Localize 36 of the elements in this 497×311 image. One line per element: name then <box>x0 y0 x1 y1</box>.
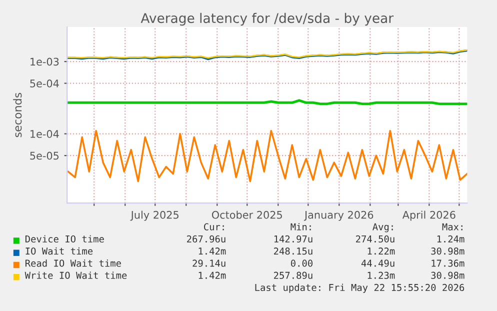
line-series <box>67 130 468 182</box>
text: Last update: Fri May 22 15:55:20 2026 <box>255 284 464 293</box>
text: 1.42m <box>198 272 226 279</box>
x-tick-label: July 2025 <box>130 210 178 221</box>
text: Max: <box>442 223 462 230</box>
text: 17.36m <box>432 260 464 267</box>
y-tick-label: 5e-05 <box>30 152 59 160</box>
x-tick-label: April 2026 <box>402 210 456 221</box>
legend-label: Device IO time <box>25 235 104 243</box>
text: 257.89u <box>274 272 312 279</box>
text: 30.98m <box>431 272 464 279</box>
chart-title: Average latency for /dev/sda - by year <box>140 12 394 26</box>
y-tick-label: 5e-04 <box>30 80 59 88</box>
y-tick-label: 1e-04 <box>30 130 59 138</box>
text: 30.98m <box>431 248 464 255</box>
text: 142.97u <box>274 235 312 243</box>
legend-label: IO Wait time <box>26 247 93 255</box>
text: 248.15u <box>274 248 312 255</box>
x-tick-label: October 2025 <box>212 210 282 219</box>
text: 274.50u <box>356 235 394 243</box>
text: 29.14u <box>192 260 226 267</box>
y-tick-label: 1e-03 <box>30 58 59 66</box>
text: 267.96u <box>187 235 226 243</box>
text: 44.49u <box>361 260 394 267</box>
text: 1.23m <box>368 272 395 279</box>
text: Avg: <box>372 223 393 232</box>
x-tick-label: January 2026 <box>304 210 374 221</box>
text: 0.00 <box>290 260 312 267</box>
text: 1.24m <box>437 235 464 242</box>
text: 1.42m <box>198 248 226 255</box>
legend-label: Write IO Wait time <box>24 272 127 279</box>
text: 1.22m <box>368 248 395 255</box>
text: Min: <box>290 223 311 230</box>
legend-label: Read IO Wait time <box>26 259 121 267</box>
text: Cur: <box>204 223 224 230</box>
y-axis-title: seconds <box>13 92 22 138</box>
